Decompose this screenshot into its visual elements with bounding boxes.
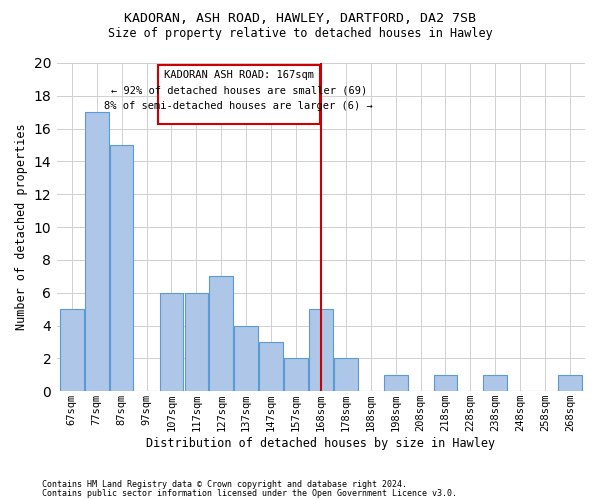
Bar (185, 292, 208, 391)
Text: Size of property relative to detached houses in Hawley: Size of property relative to detached ho… (107, 28, 493, 40)
Bar (309, 309, 333, 391)
Bar (434, 375, 457, 391)
Bar (235, 326, 258, 391)
Text: 8% of semi-detached houses are larger (6) →: 8% of semi-detached houses are larger (6… (104, 100, 373, 110)
Text: KADORAN, ASH ROAD, HAWLEY, DARTFORD, DA2 7SB: KADORAN, ASH ROAD, HAWLEY, DARTFORD, DA2… (124, 12, 476, 26)
Bar (384, 375, 407, 391)
Bar (85, 112, 109, 391)
Bar (334, 358, 358, 391)
Text: KADORAN ASH ROAD: 167sqm: KADORAN ASH ROAD: 167sqm (164, 70, 314, 80)
X-axis label: Distribution of detached houses by size in Hawley: Distribution of detached houses by size … (146, 437, 496, 450)
Bar (60, 309, 83, 391)
Bar (110, 145, 133, 391)
Bar (558, 375, 582, 391)
Text: Contains HM Land Registry data © Crown copyright and database right 2024.: Contains HM Land Registry data © Crown c… (42, 480, 407, 489)
Text: ← 92% of detached houses are smaller (69): ← 92% of detached houses are smaller (69… (110, 85, 367, 95)
Bar (284, 358, 308, 391)
Bar (158, 66, 320, 124)
Y-axis label: Number of detached properties: Number of detached properties (15, 124, 28, 330)
Text: Contains public sector information licensed under the Open Government Licence v3: Contains public sector information licen… (42, 490, 457, 498)
Bar (259, 342, 283, 391)
Bar (484, 375, 507, 391)
Bar (160, 292, 183, 391)
Bar (209, 276, 233, 391)
